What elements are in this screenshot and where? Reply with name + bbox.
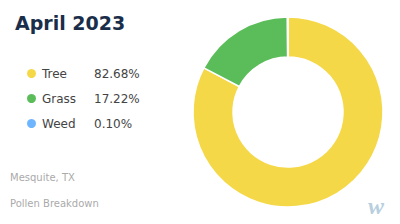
svg-text:82.68%: 82.68% [94,67,140,81]
svg-text:Weed: Weed [42,117,76,131]
svg-text:Grass: Grass [42,92,76,106]
svg-text:w: w [368,193,385,219]
svg-text:April 2023: April 2023 [15,12,125,34]
svg-text:17.22%: 17.22% [94,92,140,106]
svg-text:Tree: Tree [41,67,67,81]
svg-text:Pollen Breakdown: Pollen Breakdown [10,198,99,209]
svg-text:0.10%: 0.10% [94,117,132,131]
svg-text:Mesquite, TX: Mesquite, TX [10,172,75,183]
